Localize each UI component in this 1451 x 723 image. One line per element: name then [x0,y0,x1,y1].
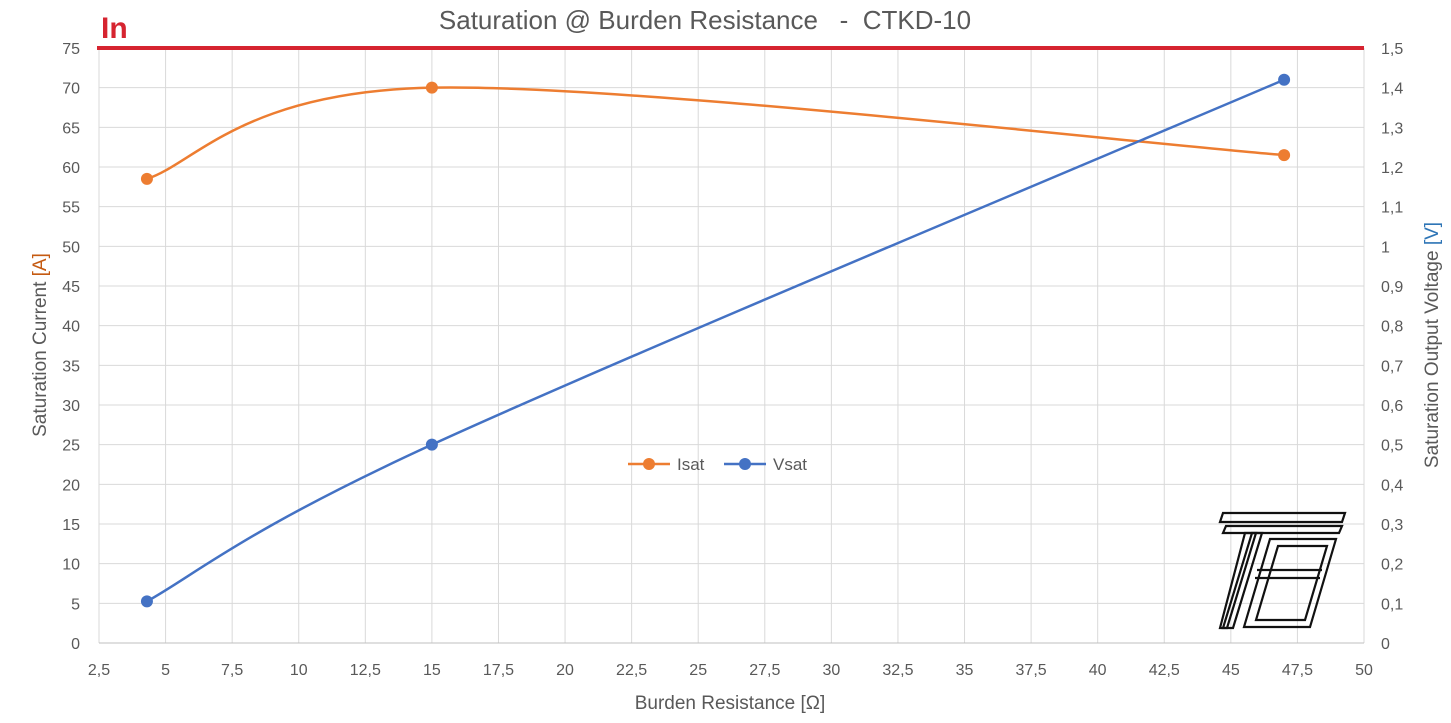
right-axis-unit: [V] [1422,222,1443,245]
right-tick-label: 0,8 [1381,319,1403,336]
legend-vsat-marker [739,458,751,470]
left-tick-label: 45 [62,279,80,296]
series-vsat-point [1278,73,1291,86]
left-tick-label: 25 [62,438,80,455]
series-isat-point [1278,149,1291,162]
x-tick-label: 30 [822,662,840,679]
right-tick-label: 0,9 [1381,279,1403,296]
series-vsat-point [140,595,153,608]
legend-vsat-label: Vsat [773,455,807,474]
left-tick-label: 70 [62,81,80,98]
right-tick-label: 0,7 [1381,358,1403,375]
x-tick-label: 22,5 [616,662,647,679]
right-tick-label: 1,2 [1381,160,1403,177]
right-axis-title-text: Saturation Output Voltage [1422,245,1443,468]
left-tick-label: 35 [62,358,80,375]
x-tick-label: 10 [290,662,308,679]
x-tick-label: 45 [1222,662,1240,679]
right-tick-label: 1 [1381,239,1390,256]
series-vsat-line [146,78,1285,603]
x-tick-label: 32,5 [882,662,913,679]
left-tick-label: 60 [62,160,80,177]
right-tick-label: 1,5 [1381,41,1403,58]
right-tick-label: 0,5 [1381,438,1403,455]
left-tick-label: 30 [62,398,80,415]
legend-isat-marker [643,458,655,470]
left-tick-label: 55 [62,200,80,217]
right-tick-label: 0,2 [1381,557,1403,574]
right-tick-label: 0,3 [1381,517,1403,534]
x-tick-label: 47,5 [1282,662,1313,679]
right-tick-label: 0 [1381,636,1390,653]
left-tick-label: 75 [62,41,80,58]
left-tick-label: 20 [62,477,80,494]
legend: Isat Vsat [628,455,807,474]
series-vsat-point [425,438,438,451]
x-tick-label: 7,5 [221,662,243,679]
left-tick-label: 5 [71,596,80,613]
x-tick-label: 35 [956,662,974,679]
left-tick-label: 65 [62,120,80,137]
legend-isat-label: Isat [677,455,705,474]
left-axis-title: Saturation Current [A] [30,253,51,437]
right-axis-ticks: 0 0,1 0,2 0,3 0,4 0,5 0,6 0,7 0,8 0,9 1 1,1 1,2 1,3 1,… [1381,41,1403,653]
left-tick-label: 50 [62,239,80,256]
right-tick-label: 1,4 [1381,81,1403,98]
x-tick-label: 50 [1355,662,1373,679]
x-tick-label: 27,5 [749,662,780,679]
x-tick-label: 40 [1089,662,1107,679]
left-tick-label: 10 [62,557,80,574]
grid [98,47,1365,644]
right-axis-title: Saturation Output Voltage [V] [1422,222,1443,468]
series-isat-point [425,81,438,94]
series-group [140,73,1291,608]
x-tick-label: 5 [161,662,170,679]
series-isat-line [146,86,1285,181]
x-tick-label: 20 [556,662,574,679]
reference-line-group: In [97,12,1364,50]
TB-logo-icon [1218,511,1347,630]
x-tick-label: 15 [423,662,441,679]
left-axis-ticks: 0 5 10 15 20 25 30 35 40 45 50 55 60 65 70 75 [62,41,80,653]
left-tick-label: 0 [71,636,80,653]
x-tick-label: 17,5 [483,662,514,679]
x-tick-label: 42,5 [1149,662,1180,679]
left-tick-label: 15 [62,517,80,534]
right-tick-label: 1,1 [1381,200,1403,217]
x-tick-label: 12,5 [350,662,381,679]
right-tick-label: 0,4 [1381,477,1403,494]
left-axis-title-text: Saturation Current [30,276,51,437]
x-tick-label: 2,5 [88,662,110,679]
reference-line-label: In [101,12,128,45]
x-axis-ticks: 2,5 5 7,5 10 12,5 15 17,5 20 22,5 25 27,5 30 32,5 35 3… [88,662,1373,679]
left-axis-unit: [A] [30,253,51,276]
x-tick-label: 25 [689,662,707,679]
right-tick-label: 1,3 [1381,120,1403,137]
right-tick-label: 0,1 [1381,596,1403,613]
x-tick-label: 37,5 [1016,662,1047,679]
left-tick-label: 40 [62,319,80,336]
series-isat-point [140,172,153,185]
x-axis-title: Burden Resistance [Ω] [635,693,826,714]
right-tick-label: 0,6 [1381,398,1403,415]
chart-title: Saturation @ Burden Resistance - CTKD-10 [439,5,971,35]
